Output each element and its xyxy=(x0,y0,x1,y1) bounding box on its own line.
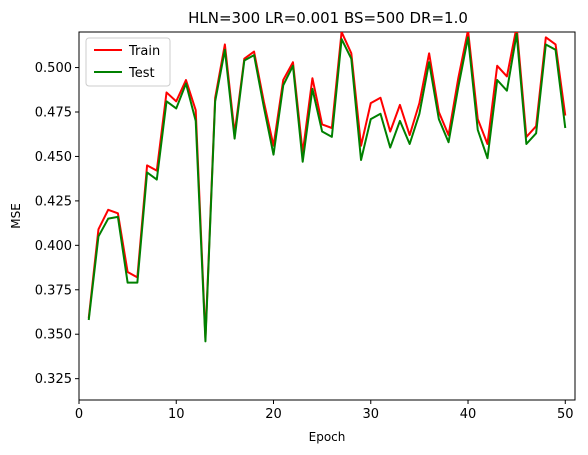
x-tick-label: 10 xyxy=(168,407,185,422)
y-axis: 0.325 0.350 0.375 0.400 0.425 0.450 0.475 0.500 xyxy=(35,61,79,387)
series-line-test xyxy=(87,32,567,343)
series-line-train xyxy=(87,32,567,339)
x-tick-label: 40 xyxy=(460,407,477,422)
series-layer xyxy=(87,32,567,343)
x-axis: 0 10 20 30 40 50 xyxy=(75,400,574,422)
x-tick-label: 30 xyxy=(362,407,379,422)
legend-label-test: Test xyxy=(128,66,155,81)
chart-title: HLN=300 LR=0.001 BS=500 DR=1.0 xyxy=(188,9,468,27)
legend-label-train: Train xyxy=(128,44,160,59)
y-tick-label: 0.350 xyxy=(35,328,72,343)
x-tick-label: 50 xyxy=(557,407,574,422)
plot-frame xyxy=(78,31,576,401)
y-axis-label: MSE xyxy=(9,203,23,229)
y-tick-label: 0.500 xyxy=(35,61,72,76)
y-tick-label: 0.325 xyxy=(35,372,72,387)
x-tick-label: 0 xyxy=(75,407,83,422)
y-tick-label: 0.450 xyxy=(35,150,72,165)
x-axis-label: Epoch xyxy=(309,430,346,444)
y-tick-label: 0.475 xyxy=(35,106,72,121)
legend: Train Test xyxy=(85,37,171,87)
y-tick-label: 0.425 xyxy=(35,194,72,209)
y-tick-label: 0.375 xyxy=(35,283,72,298)
x-tick-label: 20 xyxy=(265,407,282,422)
y-tick-label: 0.400 xyxy=(35,239,72,254)
